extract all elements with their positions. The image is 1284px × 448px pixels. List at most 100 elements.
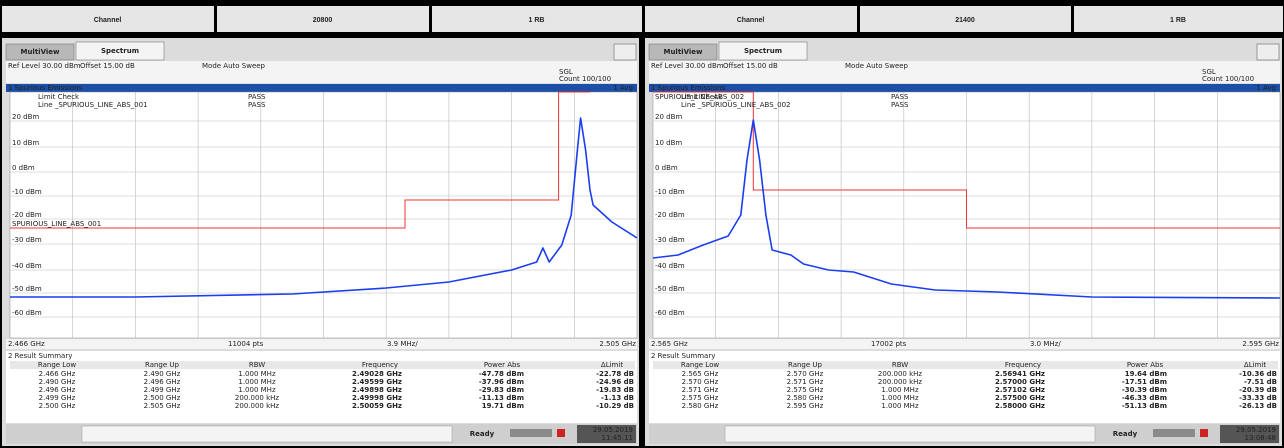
summary-header: Frequency [1005, 361, 1041, 369]
limit-check: Limit Check [38, 93, 80, 101]
summary-cell: 2.57000 GHz [995, 378, 1045, 386]
limit-label: SPURIOUS_LINE_ABS_001 [12, 220, 101, 228]
summary-cell: 1.000 MHz [881, 386, 919, 394]
header-text: 20800 [313, 17, 333, 24]
avg: 1 Avg [1256, 84, 1276, 92]
summary-cell: 2.50059 GHz [352, 402, 402, 410]
summary-cell: -1.13 dB [601, 394, 634, 402]
status: Ready [470, 430, 495, 438]
ref-level: Ref Level 30.00 dBm [651, 62, 724, 70]
summary-cell: -33.33 dB [1239, 394, 1277, 402]
header-cell [860, 6, 1071, 32]
summary-cell: 19.64 dBm [1125, 370, 1167, 378]
tab-label: Spectrum [101, 47, 139, 55]
date-box [1220, 425, 1279, 443]
mode: Mode Auto Sweep [202, 62, 266, 70]
summary-cell: 2.565 GHz [682, 370, 719, 378]
summary-cell: -10.36 dB [1239, 370, 1277, 378]
summary-cell: -51.13 dBm [1122, 402, 1167, 410]
y-label: -40 dBm [12, 262, 42, 270]
header-cell [432, 6, 642, 32]
summary-cell: -10.29 dB [596, 402, 634, 410]
tab[interactable] [75, 41, 165, 61]
summary-cell: -20.39 dB [1239, 386, 1277, 394]
tab-label: MultiView [663, 48, 703, 56]
status: Ready [1113, 430, 1138, 438]
summary-header: Range Up [788, 361, 823, 369]
trace [652, 119, 1281, 299]
summary-header: Range Low [681, 361, 719, 369]
summary-cell: -47.78 dBm [479, 370, 524, 378]
tab[interactable] [5, 43, 75, 61]
summary-cell: -17.51 dBm [1122, 378, 1167, 386]
summary-cell: 1.000 MHz [881, 402, 919, 410]
count: Count 100/100 [1202, 75, 1254, 83]
window-title-bar [649, 84, 1280, 92]
summary-cell: 2.58000 GHz [995, 402, 1045, 410]
y-label: 20 dBm [655, 113, 682, 121]
date: 29.05.2019 [1236, 426, 1276, 434]
header-text: 1 RB [1170, 17, 1186, 24]
indicator [1200, 429, 1208, 437]
tab[interactable] [648, 43, 718, 61]
summary-cell: 2.49028 GHz [352, 370, 402, 378]
x-stop: 2.595 GHz [1242, 340, 1279, 348]
summary-header: RBW [892, 361, 908, 369]
summary-cell: -22.78 dB [596, 370, 634, 378]
window-title: 1 Spurious Emissions [651, 84, 726, 92]
summary-cell: 2.57102 GHz [995, 386, 1045, 394]
y-label: -40 dBm [655, 262, 685, 270]
summary-cell: 1.000 MHz [238, 378, 276, 386]
line-name: Line _SPURIOUS_LINE_ABS_002 [681, 101, 791, 109]
summary-header: ΔLimit [1244, 361, 1266, 369]
summary-cell: 2.499 GHz [39, 394, 76, 402]
tab[interactable] [718, 41, 808, 61]
indicator [557, 429, 565, 437]
input-field [81, 425, 453, 443]
summary-head-bg [10, 361, 635, 369]
mode: Mode Auto Sweep [845, 62, 909, 70]
summary-cell: 2.575 GHz [682, 394, 719, 402]
summary-cell: 2.580 GHz [787, 394, 824, 402]
axis-footer [649, 339, 1280, 349]
summary-cell: 2.500 GHz [39, 402, 76, 410]
summary-cell: 2.499 GHz [144, 386, 181, 394]
y-label: 20 dBm [12, 113, 39, 121]
summary-cell: 2.571 GHz [787, 378, 824, 386]
summary-header: Frequency [362, 361, 398, 369]
line-name: Line _SPURIOUS_LINE_ABS_001 [38, 101, 148, 109]
summary-header: ΔLimit [601, 361, 623, 369]
y-label: 10 dBm [12, 139, 39, 147]
y-label: 0 dBm [655, 164, 678, 172]
y-label: -50 dBm [655, 285, 685, 293]
window-title: 1 Spurious Emissions [8, 84, 83, 92]
button[interactable] [613, 43, 637, 61]
sgl: SGL [1202, 68, 1216, 76]
summary-cell: -30.39 dBm [1122, 386, 1167, 394]
summary-cell: 2.57500 GHz [995, 394, 1045, 402]
summary-cell: -19.83 dB [596, 386, 634, 394]
button[interactable] [1256, 43, 1280, 61]
summary-header: Range Up [145, 361, 180, 369]
time: 11:45:11 [602, 434, 633, 442]
sgl: SGL [559, 68, 573, 76]
header-cell [217, 6, 429, 32]
summary-header: Range Low [38, 361, 76, 369]
trace [10, 117, 638, 298]
summary-cell: 19.71 dBm [482, 402, 524, 410]
ref-level: Ref Level 30.00 dBm [8, 62, 81, 70]
line-status: PASS [891, 101, 909, 109]
y-label: -30 dBm [12, 236, 42, 244]
progress [510, 429, 552, 437]
summary-cell: -37.96 dBm [479, 378, 524, 386]
summary-cell: 2.505 GHz [144, 402, 181, 410]
y-label: -20 dBm [655, 211, 685, 219]
points: 11004 pts [228, 340, 264, 348]
summary-cell: -24.96 dB [596, 378, 634, 386]
offset: Offset 15.00 dB [723, 62, 778, 70]
info-bar [649, 61, 1280, 83]
info-bar [6, 61, 637, 83]
x-start: 2.565 GHz [651, 340, 688, 348]
summary-cell: 2.496 GHz [144, 378, 181, 386]
